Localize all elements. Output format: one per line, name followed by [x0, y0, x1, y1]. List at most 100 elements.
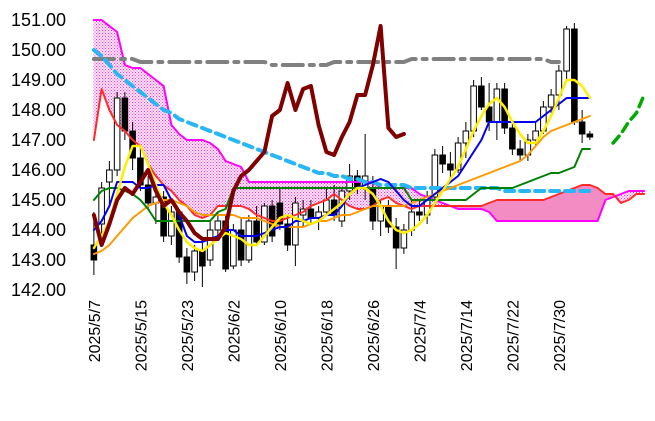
- cloud-segment: [550, 193, 560, 222]
- candle: [493, 83, 501, 140]
- indicator-lines: [91, 19, 646, 255]
- candle: [183, 248, 191, 284]
- candle: [245, 215, 253, 263]
- y-tick-label: 151.00: [11, 10, 66, 30]
- candle-body: [191, 250, 198, 273]
- x-tick-label: 2025/6/10: [273, 300, 290, 371]
- y-tick-label: 147.00: [11, 130, 66, 150]
- cloud-segment: [527, 199, 536, 222]
- candle: [144, 176, 152, 209]
- cloud-segment: [186, 139, 195, 216]
- candle-body: [493, 88, 501, 123]
- x-tick-label: 2025/7/22: [505, 300, 522, 371]
- candle-body: [183, 256, 191, 273]
- x-tick-label: 2025/6/18: [319, 300, 336, 371]
- cloud-segment: [147, 73, 157, 178]
- cloud-segment: [512, 199, 521, 222]
- candle: [416, 200, 423, 221]
- x-tick-label: 2025/5/23: [180, 300, 197, 371]
- cloud-segment: [504, 199, 513, 222]
- candle-body: [129, 130, 136, 159]
- candle-body: [478, 85, 485, 108]
- candle-body: [253, 220, 260, 243]
- candle-body: [586, 133, 594, 138]
- line-ma-75: [91, 57, 561, 67]
- candle: [106, 161, 113, 206]
- y-tick-label: 150.00: [11, 40, 66, 60]
- candle: [478, 77, 485, 110]
- cloud-segment: [171, 124, 180, 201]
- candle: [439, 146, 446, 173]
- candle: [284, 215, 291, 251]
- candle: [113, 92, 121, 176]
- x-tick-label: 2025/6/2: [226, 300, 243, 362]
- cloud-segment: [558, 190, 567, 222]
- candle: [191, 245, 198, 281]
- x-tick-label: 2025/7/30: [552, 300, 569, 371]
- candle-body: [307, 208, 315, 219]
- candle-body: [276, 202, 284, 225]
- candle-body: [346, 175, 353, 192]
- x-tick-label: 2025/6/26: [366, 300, 383, 371]
- y-tick-label: 146.00: [11, 160, 66, 180]
- cloud-segment: [519, 199, 529, 222]
- candle-body: [199, 250, 206, 267]
- candle: [276, 188, 284, 230]
- candle: [447, 152, 454, 179]
- candle-body: [547, 94, 555, 108]
- candle-body: [470, 85, 477, 132]
- candle-body: [392, 226, 400, 249]
- candle: [571, 23, 578, 125]
- y-tick-label: 142.00: [11, 280, 66, 300]
- cloud-segment: [178, 133, 188, 207]
- line-ma-200: [91, 48, 592, 193]
- candle: [292, 197, 299, 266]
- candle-body: [106, 169, 113, 183]
- candle: [237, 218, 245, 266]
- cloud-segment: [496, 199, 505, 222]
- candle: [261, 203, 268, 245]
- candle-body: [261, 205, 268, 243]
- cloud-segment: [202, 139, 211, 219]
- y-tick-label: 143.00: [11, 250, 66, 270]
- candle: [168, 206, 175, 245]
- cloud-segment: [155, 79, 164, 186]
- x-tick-label: 2025/5/7: [87, 300, 104, 362]
- candle-body: [516, 148, 524, 156]
- line-kijun: [92, 148, 591, 222]
- candle-body: [416, 211, 423, 216]
- candle-body: [532, 130, 539, 141]
- candle-body: [113, 97, 121, 171]
- cloud-segment: [535, 199, 544, 222]
- candle: [516, 140, 524, 161]
- candle-body: [563, 28, 570, 72]
- cloud-segment: [93, 19, 102, 141]
- line-ma-25: [92, 115, 591, 255]
- x-tick-label: 2025/5/15: [133, 300, 150, 371]
- candle-body: [454, 142, 462, 171]
- candle-body: [292, 202, 299, 246]
- cloud-segment: [209, 142, 219, 216]
- y-tick-label: 149.00: [11, 70, 66, 90]
- candle-body: [578, 121, 586, 135]
- candle-body: [168, 211, 175, 237]
- candle-body: [509, 127, 516, 150]
- line-ma-5: [92, 78, 592, 253]
- y-tick-label: 145.00: [11, 190, 66, 210]
- candle: [509, 122, 516, 155]
- candle: [431, 149, 439, 200]
- candle-body: [431, 154, 439, 198]
- candle: [563, 26, 570, 80]
- candle-body: [447, 163, 454, 171]
- candle-body: [144, 184, 152, 204]
- axes: 142.00 143.00 144.00 145.00 146.00 147.00 148.…: [11, 10, 569, 371]
- candle-body: [245, 220, 253, 261]
- candle-body: [439, 154, 446, 165]
- line-senkou-a-future: [611, 93, 646, 145]
- line-senkou-b: [92, 19, 646, 222]
- line-chikou: [91, 24, 406, 247]
- candle-body: [237, 229, 245, 261]
- candle-body: [160, 196, 167, 237]
- candle-body: [400, 229, 408, 249]
